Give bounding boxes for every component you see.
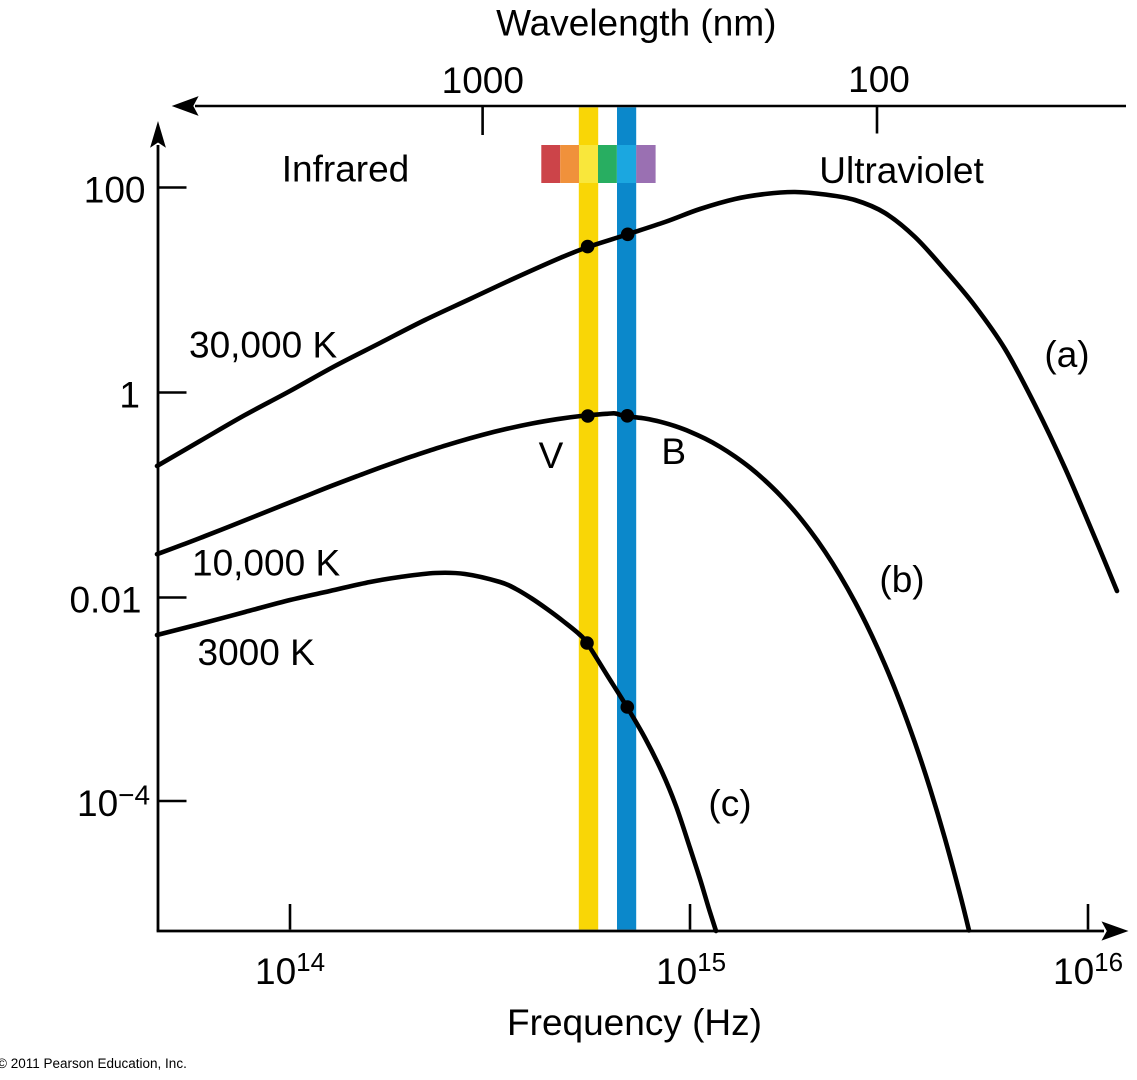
svg-text:100: 100: [848, 59, 910, 100]
svg-text:Ultraviolet: Ultraviolet: [819, 150, 984, 191]
svg-text:Wavelength (nm): Wavelength (nm): [496, 3, 776, 44]
svg-text:(c): (c): [708, 783, 751, 824]
svg-text:© 2011 Pearson Education, Inc.: © 2011 Pearson Education, Inc.: [0, 1056, 187, 1071]
svg-text:V: V: [539, 435, 564, 476]
svg-text:(b): (b): [879, 559, 924, 600]
svg-text:B: B: [661, 431, 686, 472]
svg-text:Frequency (Hz): Frequency (Hz): [507, 1002, 762, 1043]
svg-text:0.01: 0.01: [69, 580, 141, 621]
svg-text:Infrared: Infrared: [282, 149, 410, 190]
svg-text:1014: 1014: [255, 947, 325, 992]
svg-text:10−4: 10−4: [77, 780, 150, 825]
svg-text:(a): (a): [1044, 334, 1089, 375]
svg-text:1000: 1000: [442, 60, 524, 101]
svg-text:30,000 K: 30,000 K: [189, 325, 337, 366]
svg-text:10,000 K: 10,000 K: [192, 543, 340, 584]
svg-text:1015: 1015: [656, 947, 726, 992]
svg-text:100: 100: [84, 170, 146, 211]
svg-text:1016: 1016: [1053, 947, 1123, 992]
svg-text:3000 K: 3000 K: [198, 632, 316, 673]
svg-text:1: 1: [119, 375, 140, 416]
